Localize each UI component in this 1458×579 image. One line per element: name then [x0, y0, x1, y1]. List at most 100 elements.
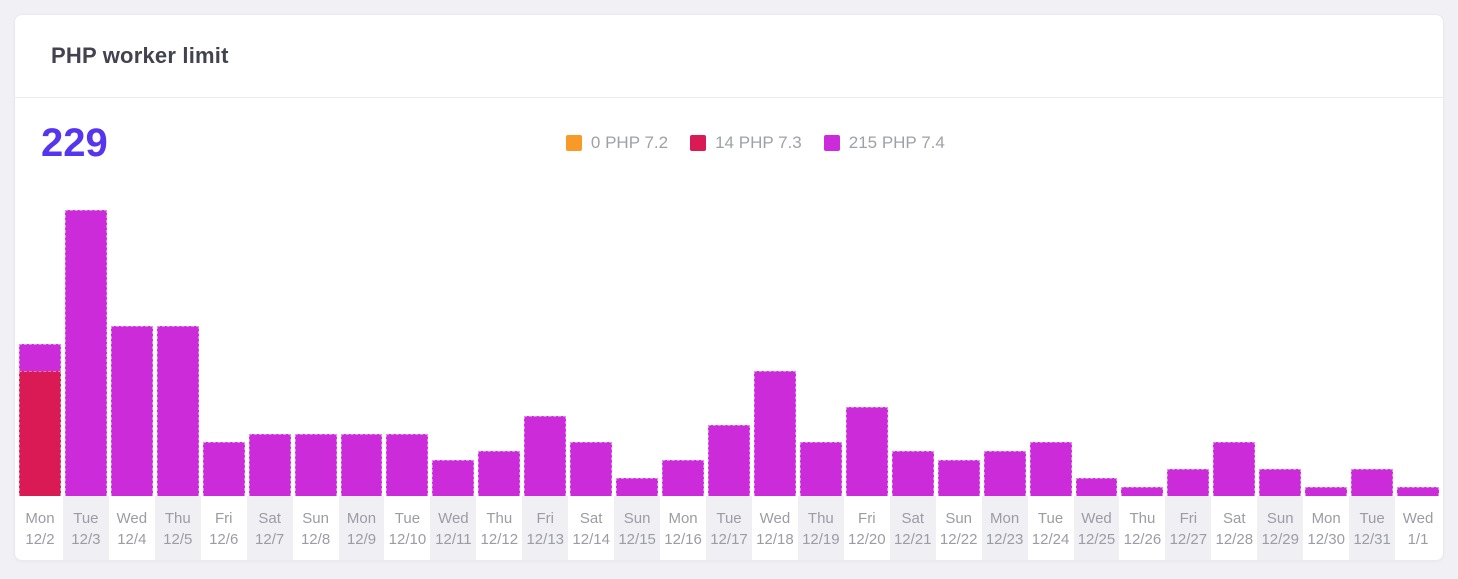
bar-area [430, 179, 476, 496]
chart-column-12-16: Mon 12/16 [660, 179, 706, 560]
chart-column-12-22: Sun 12/22 [936, 179, 982, 560]
x-axis-label-date: 12/10 [388, 531, 427, 548]
bar-segment-php-7-4-fri-12-13[interactable] [524, 415, 567, 496]
bar-segment-php-7-4-thu-12-19[interactable] [799, 442, 842, 496]
bar-area [660, 179, 706, 496]
bar-segment-php-7-4-thu-12-12[interactable] [478, 451, 521, 496]
chart-column-12-26: Thu 12/26 [1119, 179, 1165, 560]
chart-column-12-28: Sat 12/28 [1211, 179, 1257, 560]
bar-segment-php-7-4-fri-12-27[interactable] [1167, 469, 1210, 496]
chart-column-12-29: Sun 12/29 [1257, 179, 1304, 560]
bar-segment-php-7-4-thu-12-5[interactable] [156, 326, 199, 496]
chart-column-12-25: Wed 12/25 [1073, 179, 1120, 560]
chart-column-12-19: Thu 12/19 [797, 179, 844, 560]
x-axis-label-day: Sat [1223, 510, 1246, 527]
legend-item-php-7-2[interactable]: 0 PHP 7.2 [565, 133, 668, 153]
bar-segment-php-7-4-sat-12-7[interactable] [248, 433, 291, 496]
x-axis-label-12-9: Mon 12/9 [338, 496, 385, 560]
bar-segment-php-7-4-tue-12-17[interactable] [708, 424, 750, 496]
bar-area [936, 179, 982, 496]
bar-segment-php-7-4-mon-12-2[interactable] [19, 344, 61, 371]
x-axis-label-12-23: Mon 12/23 [981, 496, 1028, 560]
chart-column-12-31: Tue 12/31 [1349, 179, 1396, 560]
bar-segment-php-7-4-mon-12-16[interactable] [662, 460, 705, 496]
bar-segment-php-7-4-fri-12-6[interactable] [202, 442, 245, 496]
x-axis-label-day: Sat [901, 510, 924, 527]
bar-segment-php-7-4-mon-12-23[interactable] [983, 451, 1026, 496]
x-axis-label-12-15: Sun 12/15 [614, 496, 661, 560]
bar-segment-php-7-3-mon-12-2[interactable] [19, 370, 61, 496]
x-axis-label-day: Wed [759, 510, 791, 527]
x-axis-label-date: 12/16 [664, 531, 702, 548]
bar-segment-php-7-4-sun-12-22[interactable] [937, 460, 980, 496]
chart-column-12-13: Fri 12/13 [522, 179, 569, 560]
x-axis-label-12-6: Fri 12/6 [201, 496, 247, 560]
bar-segment-php-7-4-tue-12-31[interactable] [1351, 469, 1394, 496]
x-axis-label-12-7: Sat 12/7 [246, 496, 293, 560]
bar-area [1349, 179, 1395, 496]
x-axis-label-date: 12/29 [1261, 531, 1299, 548]
x-axis-label-date: 12/9 [346, 531, 377, 548]
legend-label: 215 PHP 7.4 [848, 133, 945, 152]
x-axis-label-12-11: Wed 12/11 [430, 496, 477, 560]
chart-column-12-2: Mon 12/2 [17, 179, 63, 560]
bar-area [1395, 179, 1441, 496]
bar-segment-php-7-4-mon-12-30[interactable] [1305, 487, 1348, 496]
bar-segment-php-7-4-sun-12-15[interactable] [616, 478, 659, 496]
x-axis-label-date: 12/20 [848, 531, 886, 548]
total-workers-value: 229 [41, 121, 108, 165]
bar-segment-php-7-4-wed-1-1[interactable] [1397, 487, 1439, 496]
x-axis-label-date: 12/24 [1031, 531, 1070, 548]
stats-row: 229 0 PHP 7.2 14 PHP 7.3 215 PHP 7.4 [15, 122, 1443, 164]
chart-column-12-14: Sat 12/14 [568, 179, 614, 560]
x-axis-label-day: Mon [668, 510, 698, 527]
bar-segment-php-7-4-wed-12-4[interactable] [110, 326, 153, 496]
chart-column-12-23: Mon 12/23 [981, 179, 1028, 560]
x-axis-label-12-5: Thu 12/5 [154, 496, 201, 560]
x-axis-label-12-31: Tue 12/31 [1349, 496, 1396, 560]
bar-area [1165, 179, 1211, 496]
x-axis-label-day: Fri [214, 510, 233, 527]
bar-area [752, 179, 798, 496]
x-axis-label-date: 12/11 [435, 531, 472, 548]
bar-segment-php-7-4-wed-12-25[interactable] [1075, 478, 1118, 496]
card-header: PHP worker limit [15, 15, 1443, 98]
x-axis-label-date: 12/27 [1169, 531, 1208, 548]
x-axis-label-day: Mon [990, 510, 1020, 527]
bar-area [63, 179, 109, 496]
bar-area [476, 179, 522, 496]
bar-area [1074, 179, 1120, 496]
x-axis-label-date: 12/2 [25, 531, 55, 548]
bar-segment-php-7-4-sat-12-28[interactable] [1213, 442, 1256, 496]
x-axis-label-12-13: Fri 12/13 [522, 496, 569, 560]
bar-segment-php-7-4-mon-12-9[interactable] [340, 433, 383, 496]
x-axis-label-day: Sun [1266, 510, 1294, 527]
legend-swatch-php-7-3 [690, 135, 707, 151]
x-axis-label-day: Tue [716, 510, 742, 527]
x-axis-label-day: Sun [302, 510, 329, 527]
x-axis-label-date: 12/15 [618, 531, 656, 548]
bar-segment-php-7-4-sun-12-29[interactable] [1259, 469, 1302, 496]
bar-segment-php-7-4-thu-12-26[interactable] [1121, 487, 1164, 496]
php-worker-bar-chart: Mon 12/2 Tue 12/3 Wed 12/4 Thu 12/5 Fri 12/6 Sat 12… [15, 179, 1443, 560]
bar-segment-php-7-4-tue-12-10[interactable] [386, 433, 429, 496]
x-axis-label-12-4: Wed 12/4 [109, 496, 155, 560]
x-axis-label-12-10: Tue 12/10 [384, 496, 430, 560]
x-axis-label-day: Sun [945, 510, 973, 527]
x-axis-label-date: 12/18 [756, 531, 794, 548]
bar-segment-php-7-4-tue-12-24[interactable] [1029, 442, 1072, 496]
bar-segment-php-7-4-sun-12-8[interactable] [294, 433, 337, 496]
legend-item-php-7-3[interactable]: 14 PHP 7.3 [690, 133, 802, 153]
x-axis-label-date: 12/17 [710, 531, 748, 548]
bar-area [890, 179, 936, 496]
bar-segment-php-7-4-wed-12-18[interactable] [753, 370, 796, 496]
bar-segment-php-7-4-sat-12-14[interactable] [570, 442, 613, 496]
legend-item-php-7-4[interactable]: 215 PHP 7.4 [823, 133, 945, 153]
bar-area [17, 179, 63, 496]
bar-segment-php-7-4-sat-12-21[interactable] [891, 451, 934, 496]
bar-segment-php-7-4-tue-12-3[interactable] [64, 210, 107, 496]
x-axis-label-12-24: Tue 12/24 [1028, 496, 1074, 560]
bar-segment-php-7-4-wed-12-11[interactable] [432, 460, 475, 496]
bar-segment-php-7-4-fri-12-20[interactable] [845, 406, 888, 496]
x-axis-label-date: 12/12 [480, 531, 519, 548]
